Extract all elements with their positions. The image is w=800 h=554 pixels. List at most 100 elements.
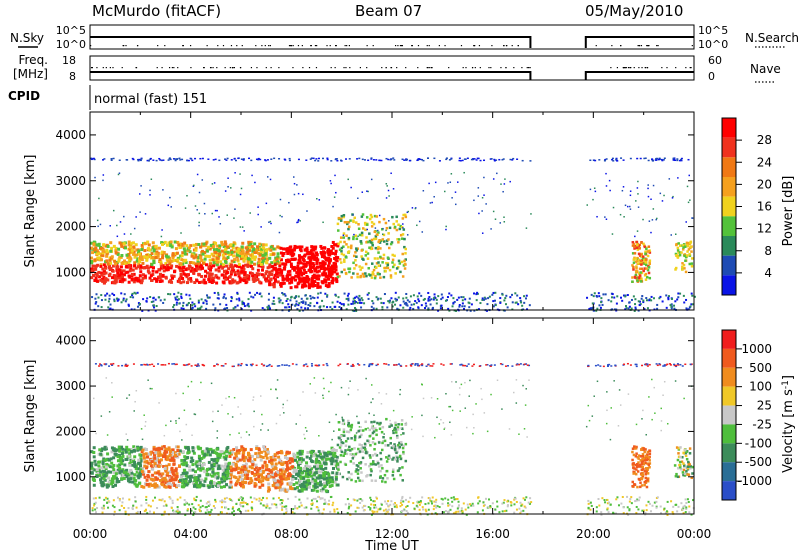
scatter-cell	[320, 489, 324, 493]
scatter-cell	[136, 474, 140, 478]
scatter-cell	[126, 159, 129, 161]
scatter-cell	[504, 297, 507, 300]
scatter-cell	[203, 281, 207, 285]
scatter-cell	[203, 257, 207, 261]
scatter-cell	[189, 244, 193, 248]
scatter-cell	[233, 264, 237, 268]
scatter-cell	[592, 309, 595, 312]
scatter-cell	[134, 266, 138, 270]
scatter-cell	[180, 295, 183, 298]
scatter-cell	[347, 424, 351, 428]
scatter-cell	[168, 453, 172, 457]
scatter-cell	[335, 471, 339, 475]
scatter-cell	[152, 297, 155, 300]
scatter-cell	[284, 277, 288, 281]
scatter-cell	[483, 159, 486, 162]
scatter-cell	[249, 258, 253, 262]
scatter-cell	[324, 267, 328, 271]
scatter-cell	[322, 273, 326, 277]
scatter-cell	[374, 479, 377, 483]
scatter-cell	[294, 476, 298, 480]
scatter-cell	[121, 473, 125, 477]
scatter-cell	[627, 307, 630, 310]
scatter-cell	[283, 461, 287, 465]
scatter-cell	[267, 304, 270, 307]
scatter-cell	[339, 240, 342, 244]
scatter-cell	[405, 303, 408, 306]
scatter-cell	[316, 296, 319, 299]
scatter-cell	[189, 297, 192, 300]
scatter-cell	[115, 274, 119, 278]
scatter-cell	[197, 299, 200, 302]
scatter-cell	[315, 270, 319, 274]
scatter-cell	[644, 157, 647, 159]
scatter-cell	[122, 476, 126, 480]
scatter-cell	[641, 259, 644, 262]
scatter-cell	[187, 465, 191, 469]
freq-dot	[278, 67, 280, 69]
scatter-cell	[161, 254, 165, 258]
scatter-cell	[230, 296, 233, 299]
scatter-cell	[284, 294, 287, 297]
scatter-cell	[305, 246, 309, 250]
scatter-cell	[248, 480, 252, 484]
scatter-cell	[254, 293, 257, 296]
scatter-cell	[239, 257, 243, 261]
scatter-cell	[230, 259, 234, 263]
scatter-cell	[167, 447, 171, 451]
scatter-cell	[269, 458, 273, 462]
scatter-cell	[167, 280, 171, 284]
scatter-cell	[435, 302, 438, 305]
scatter-cell	[499, 301, 502, 304]
scatter-cell	[261, 259, 265, 263]
scatter-cell	[327, 450, 331, 454]
scatter-cell	[385, 460, 389, 463]
scatter-cell	[99, 470, 103, 474]
scatter-cell	[317, 476, 321, 480]
scatter-cell	[124, 271, 128, 275]
freq-dot	[343, 67, 345, 69]
scatter-cell	[164, 262, 168, 266]
scatter-cell	[362, 258, 365, 261]
freq-dot	[448, 67, 450, 69]
nsearch-dot	[301, 45, 303, 47]
scatter-cell	[204, 213, 206, 215]
scatter-cell	[104, 298, 107, 301]
scatter-cell	[244, 246, 248, 250]
scatter-cell	[634, 308, 637, 311]
scatter-cell	[644, 461, 647, 465]
scatter-cell	[676, 249, 680, 252]
scatter-cell	[487, 297, 490, 300]
scatter-cell	[597, 292, 600, 295]
nsearch-dot	[428, 45, 430, 47]
scatter-cell	[112, 463, 116, 467]
scatter-cell	[179, 475, 183, 479]
scatter-cell	[637, 454, 641, 457]
scatter-cell	[641, 473, 645, 477]
scatter-cell	[299, 249, 303, 253]
scatter-cell	[133, 227, 136, 230]
scatter-cell	[371, 441, 375, 444]
scatter-cell	[374, 274, 377, 278]
nsky-tick-top: 10^5	[56, 24, 86, 37]
nsearch-dot	[241, 45, 243, 47]
scatter-cell	[477, 187, 480, 189]
scatter-cell	[110, 450, 114, 454]
scatter-cell	[308, 268, 312, 272]
scatter-cell	[322, 221, 324, 224]
scatter-cell	[159, 159, 162, 161]
scatter-cell	[164, 275, 168, 279]
scatter-cell	[104, 467, 108, 471]
scatter-cell	[315, 253, 319, 257]
scatter-cell	[191, 449, 195, 453]
scatter-cell	[305, 248, 309, 252]
scatter-cell	[328, 258, 332, 262]
scatter-cell	[321, 299, 324, 302]
scatter-cell	[342, 430, 346, 434]
scatter-cell	[473, 158, 476, 160]
scatter-cell	[300, 301, 303, 304]
scatter-cell	[481, 297, 484, 300]
nsearch-dot	[647, 45, 649, 47]
scatter-cell	[296, 261, 300, 265]
scatter-cell	[155, 277, 159, 281]
